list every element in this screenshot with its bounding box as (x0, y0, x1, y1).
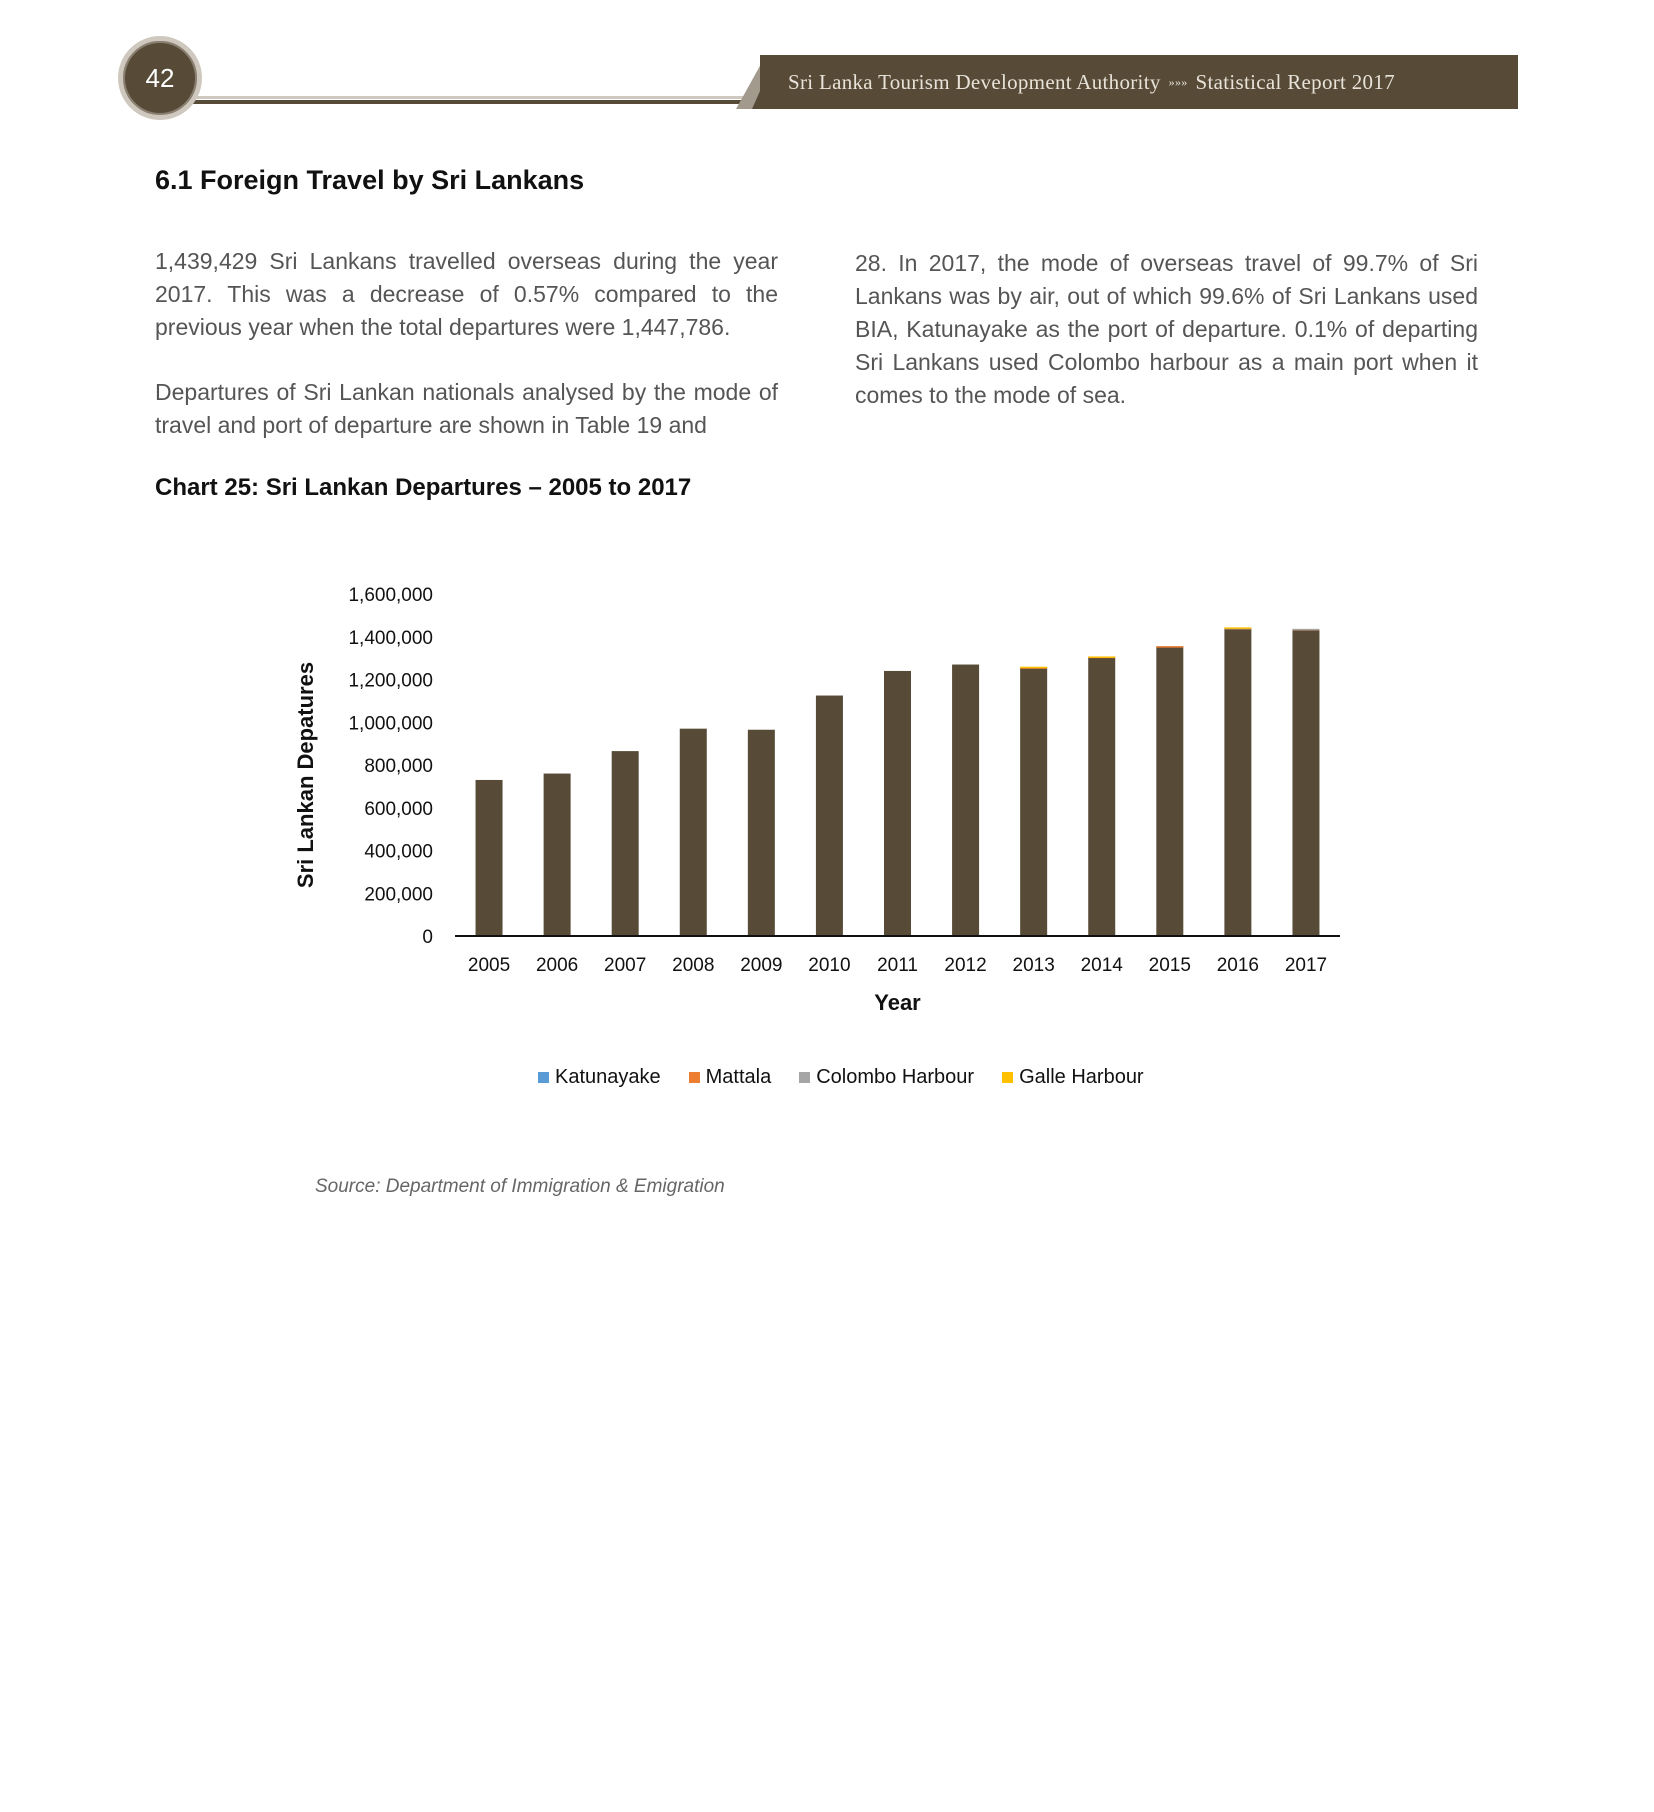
x-tick-label: 2012 (944, 955, 986, 976)
bar-katunayake-2011 (884, 670, 911, 936)
y-tick-label: 600,000 (364, 799, 433, 820)
header-rule-light (180, 96, 750, 99)
y-tick-label: 0 (422, 927, 433, 948)
legend-item: Mattala (688, 1066, 772, 1089)
bar-katunayake-2014 (1088, 657, 1116, 936)
bar-katunayake-2007 (611, 751, 639, 936)
legend-item: Colombo Harbour (799, 1066, 974, 1089)
x-tick-label: 2006 (536, 955, 578, 976)
legend-swatch (538, 1072, 549, 1083)
bar-katunayake-2017 (1292, 629, 1320, 936)
bar-katunayake-2008 (679, 728, 707, 936)
y-tick-label: 1,600,000 (348, 585, 433, 606)
bar-galle-harbour-2013 (1020, 666, 1048, 669)
legend-swatch (799, 1072, 811, 1083)
x-tick-label: 2015 (1149, 955, 1191, 976)
paragraph-3: 28. In 2017, the mode of overseas travel… (855, 250, 1478, 408)
bar-chart: 0 200,000 400,000 600,000 800,000 1,000,000 1,… (293, 585, 1340, 1015)
bar-katunayake-2013 (1020, 667, 1048, 936)
bar-katunayake-2005 (475, 779, 503, 936)
x-tick-label: 2014 (1081, 955, 1124, 976)
paragraph-2: Departures of Sri Lankan nationals analy… (155, 379, 778, 438)
paragraph-1: 1,439,429 Sri Lankans travelled overseas… (155, 248, 778, 340)
bar-galle-harbour-2014 (1088, 656, 1116, 658)
y-tick-label: 400,000 (364, 842, 433, 863)
legend-label: Mattala (705, 1066, 772, 1088)
x-tick-label: 2010 (808, 955, 850, 976)
bar-katunayake-2016 (1224, 628, 1252, 936)
x-tick-label: 2017 (1285, 955, 1327, 976)
legend-item: Katunayake (538, 1066, 661, 1089)
x-tick-label: 2008 (672, 955, 714, 976)
header-slant-dark (752, 55, 776, 109)
header-rule (180, 100, 750, 104)
x-tick-label: 2011 (877, 955, 918, 976)
header-report: Statistical Report 2017 (1195, 70, 1395, 94)
x-axis-title: Year (874, 990, 921, 1015)
legend-label: Galle Harbour (1019, 1066, 1144, 1088)
page-number-badge: 42 (118, 36, 202, 120)
x-tick-label: 2013 (1013, 955, 1055, 976)
legend-item: Galle Harbour (1002, 1066, 1144, 1089)
page-number: 42 (145, 62, 175, 93)
x-tick-label: 2016 (1217, 955, 1259, 976)
y-tick-label: 1,000,000 (348, 713, 433, 734)
y-tick-label: 200,000 (364, 884, 433, 905)
bar-colombo-harbour-2017 (1292, 628, 1320, 631)
x-tick-label: 2005 (468, 955, 510, 976)
x-tick-label: 2009 (740, 955, 782, 976)
bar-katunayake-2010 (815, 695, 843, 936)
header-org: Sri Lanka Tourism Development Authority (788, 70, 1161, 94)
legend-label: Katunayake (555, 1066, 661, 1088)
bar-galle-harbour-2016 (1224, 627, 1252, 629)
bar-mattala-2015 (1156, 646, 1184, 648)
y-tick-label: 800,000 (364, 756, 433, 777)
page-header: 42 Sri Lanka Tourism Development Authori… (0, 0, 1654, 130)
y-tick-label: 1,200,000 (348, 671, 433, 692)
source-note: Source: Department of Immigration & Emig… (315, 1176, 725, 1197)
legend-swatch (688, 1072, 700, 1083)
chart-caption: Chart 25: Sri Lankan Departures – 2005 t… (155, 474, 692, 501)
bar-katunayake-2012 (952, 664, 980, 936)
bar-katunayake-2009 (747, 729, 775, 936)
bar-katunayake-2015 (1156, 646, 1184, 936)
chart-legend: Katunayake Mattala Colombo Harbour Galle Ha… (538, 1066, 1144, 1089)
section-title: 6.1 Foreign Travel by Sri Lankans (155, 165, 585, 195)
legend-label: Colombo Harbour (816, 1066, 975, 1088)
y-tick-label: 1,400,000 (348, 628, 433, 649)
header-text: Sri Lanka Tourism Development Authority »… (788, 70, 1395, 95)
x-tick-label: 2007 (604, 955, 646, 976)
legend-swatch (1002, 1072, 1014, 1083)
header-separator: »»» (1168, 75, 1188, 89)
header-band (760, 55, 1518, 109)
y-axis-title: Sri Lankan Depatures (293, 662, 318, 888)
bar-katunayake-2006 (543, 773, 571, 936)
